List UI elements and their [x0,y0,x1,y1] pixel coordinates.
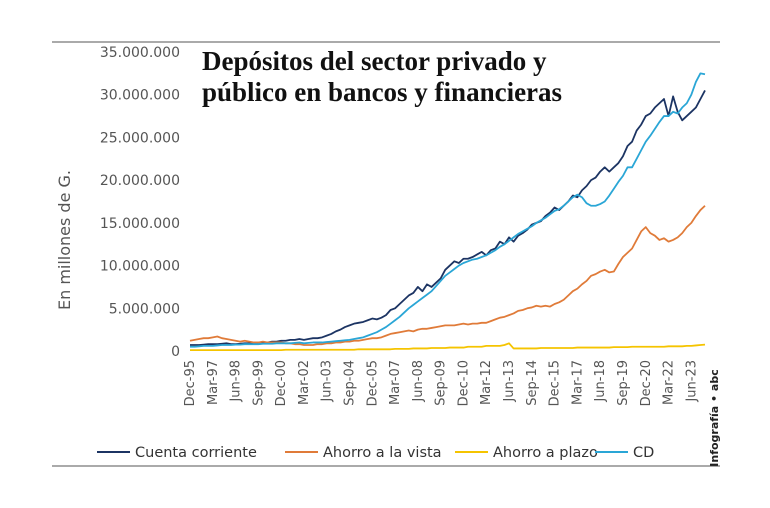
x-tick-label: Sep-99 [251,360,266,406]
x-tick-label: Mar-12 [479,360,494,405]
x-tick-label: Dec-95 [183,360,198,406]
y-tick-label: 25.000.000 [100,130,180,146]
chart-title: Depósitos del sector privado y [202,46,547,76]
y-tick-label: 10.000.000 [100,259,180,275]
y-tick-label: 20.000.000 [100,173,180,189]
x-tick-label: Jun-03 [320,360,335,403]
series-line [190,72,706,348]
legend-label: Cuenta corriente [135,445,257,461]
x-tick-label: Dec-05 [365,360,380,406]
legend-label: CD [633,445,654,461]
x-tick-label: Dec-00 [274,360,289,406]
series-line [190,90,706,346]
x-tick-label: Sep-14 [525,360,540,406]
x-tick-label: Dec-15 [548,360,563,406]
x-tick-label: Sep-09 [434,360,449,406]
legend-label: Ahorro a plazo [493,445,598,461]
series-line [189,205,706,346]
chart-title: público en bancos y financieras [202,77,562,107]
x-tick-label: Jun-98 [229,360,244,403]
legend-label: Ahorro a la vista [323,445,442,461]
x-tick-label: Dec-20 [639,360,654,406]
x-tick-label: Sep-19 [616,360,631,406]
x-tick-label: Jun-13 [502,360,517,403]
y-tick-label: 35.000.000 [100,45,180,61]
x-tick-label: Mar-22 [662,360,677,405]
y-tick-label: 15.000.000 [100,216,180,232]
x-tick-label: Jun-18 [593,360,608,403]
x-tick-label: Jun-23 [684,360,699,403]
x-tick-label: Dec-10 [456,360,471,406]
series-line [190,342,706,352]
x-tick-label: Mar-17 [570,360,585,405]
credit: Infografía • abc [708,369,721,466]
y-axis-label: En millones de G. [55,170,74,310]
y-tick-label: 0 [171,344,180,360]
x-tick-label: Sep-04 [343,360,358,406]
x-tick-label: Jun-08 [411,360,426,403]
y-tick-label: 5.000.000 [109,301,180,317]
x-tick-label: Mar-07 [388,360,403,405]
y-tick-label: 30.000.000 [100,88,180,104]
x-tick-label: Mar-97 [206,360,221,405]
x-tick-label: Mar-02 [297,360,312,405]
